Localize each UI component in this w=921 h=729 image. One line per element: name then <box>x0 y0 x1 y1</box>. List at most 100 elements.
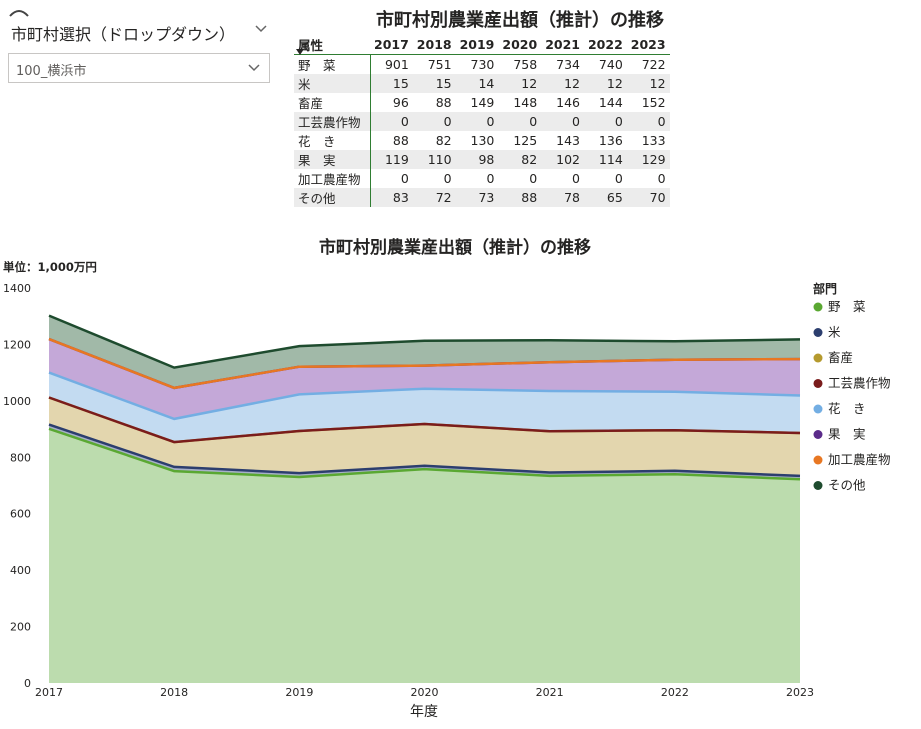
table-cell: 65 <box>583 188 627 207</box>
legend-marker <box>813 353 823 363</box>
table-cell: 98 <box>455 150 499 169</box>
table-cell: 136 <box>598 133 623 148</box>
table-cell: 740 <box>598 57 623 72</box>
collapse-chevron-icon[interactable] <box>254 24 268 34</box>
table-cell: 144 <box>598 95 623 110</box>
legend-item: 工芸農作物 <box>828 376 891 391</box>
table-cell: 110 <box>412 150 456 169</box>
table-cell: 0 <box>626 112 670 131</box>
table-title: 市町村別農業産出額（推計）の推移 <box>376 10 664 31</box>
column-header-2023[interactable]: 2023 <box>630 36 666 52</box>
area-series-0 <box>49 428 800 683</box>
municipality-dropdown[interactable]: 100_横浜市 <box>8 53 270 83</box>
legend-marker <box>813 328 823 337</box>
table-cell: 82 <box>498 150 542 169</box>
table-cell: 0 <box>583 112 627 131</box>
table-cell: 0 <box>498 112 542 131</box>
column-header-2018[interactable]: 2018 <box>416 36 452 52</box>
table-cell: 12 <box>498 74 542 93</box>
arc-icon <box>9 10 29 17</box>
area-series-2 <box>49 397 800 476</box>
area-series-7 <box>49 315 800 388</box>
row-label: 畜産 <box>294 93 371 112</box>
table-cell: 901 <box>384 57 409 72</box>
table-cell: 12 <box>583 74 627 93</box>
table-cell: 73 <box>455 188 499 207</box>
table-cell: 119 <box>370 150 413 169</box>
table-cell: 734 <box>556 57 580 72</box>
column-header-2021[interactable]: 2021 <box>545 36 580 52</box>
table-cell: 82 <box>435 133 452 148</box>
y-tick-label: 400 <box>10 564 31 577</box>
y-tick-label: 1400 <box>3 282 31 295</box>
table-cell: 78 <box>541 188 584 207</box>
column-header-2022[interactable]: 2022 <box>587 36 623 52</box>
table-cell: 0 <box>412 112 456 131</box>
table-cell: 12 <box>626 74 670 93</box>
legend-marker <box>813 455 823 465</box>
legend-title: 部門 <box>813 281 837 296</box>
row-label: 加工農産物 <box>294 169 371 188</box>
table-row: 加工農産物 0 0 0 0 0 0 0 <box>294 169 670 188</box>
table-row: その他 83 72 73 88 78 65 70 <box>294 188 670 207</box>
chevron-down-icon <box>248 64 260 72</box>
legend-item: 花 き <box>828 401 866 416</box>
line-series-4 <box>48 371 801 421</box>
line-series-7 <box>48 314 801 369</box>
table-cell: 72 <box>412 188 456 207</box>
line-series-0 <box>48 427 801 481</box>
y-tick-label: 200 <box>10 621 31 634</box>
table-cell: 102 <box>541 150 584 169</box>
line-series-6 <box>48 337 801 390</box>
table-cell: 0 <box>541 112 584 131</box>
table-cell: 15 <box>412 74 456 93</box>
table-cell: 125 <box>513 133 538 148</box>
table-cell: 133 <box>641 133 666 148</box>
legend-marker <box>813 481 823 490</box>
row-label: 花 き <box>294 131 371 150</box>
row-label: 野 菜 <box>294 54 371 74</box>
x-axis-title: 年度 <box>410 704 438 720</box>
table-row: 畜産 96 88 149 148 146 144 152 <box>294 93 670 112</box>
table-cell: 0 <box>529 171 538 186</box>
legend-item: その他 <box>828 478 866 493</box>
x-tick-label: 2020 <box>411 686 439 699</box>
legend-item: 加工農産物 <box>828 452 891 467</box>
table-cell: 152 <box>641 95 666 110</box>
data-table: 属性 2017 2018 2019 2020 2021 2022 2023 野 菜 901 75… <box>294 34 670 207</box>
column-header-2020[interactable]: 2020 <box>502 36 538 52</box>
x-tick-label: 2022 <box>661 686 689 699</box>
table-cell: 12 <box>541 74 584 93</box>
x-tick-label: 2017 <box>35 686 63 699</box>
table-cell: 0 <box>572 171 580 186</box>
legend-marker <box>813 302 823 312</box>
table-cell: 0 <box>657 171 666 186</box>
x-tick-label: 2021 <box>536 686 564 699</box>
table-cell: 758 <box>513 57 538 72</box>
table-cell: 751 <box>427 57 452 72</box>
area-series-5 <box>49 339 800 419</box>
table-cell: 0 <box>400 171 409 186</box>
row-label: その他 <box>294 188 371 207</box>
row-label: 米 <box>294 74 371 93</box>
table-row: 果 実 119 110 98 82 102 114 129 <box>294 150 670 169</box>
table-cell: 96 <box>392 95 409 110</box>
line-series-1 <box>48 423 801 478</box>
table-cell: 143 <box>556 133 580 148</box>
table-row: 花 き 88 82 130 125 143 136 133 <box>294 131 670 150</box>
row-label: 果 実 <box>294 150 371 169</box>
table-cell: 722 <box>641 57 666 72</box>
table-cell: 146 <box>556 95 580 110</box>
x-tick-label: 2019 <box>285 686 313 699</box>
sort-down-icon <box>296 49 304 55</box>
dropdown-selected-value: 100_横浜市 <box>16 64 87 79</box>
line-series-3 <box>48 396 801 444</box>
table-row: 野 菜 901 751 730 758 734 740 722 <box>294 54 670 74</box>
column-header-2017[interactable]: 2017 <box>374 36 409 52</box>
table-cell: 88 <box>498 188 542 207</box>
row-header[interactable]: 属性 <box>294 34 370 55</box>
table-row: 米 15 15 14 12 12 12 12 <box>294 74 670 93</box>
legend-item: 米 <box>828 325 841 340</box>
column-header-2019[interactable]: 2019 <box>459 36 495 52</box>
